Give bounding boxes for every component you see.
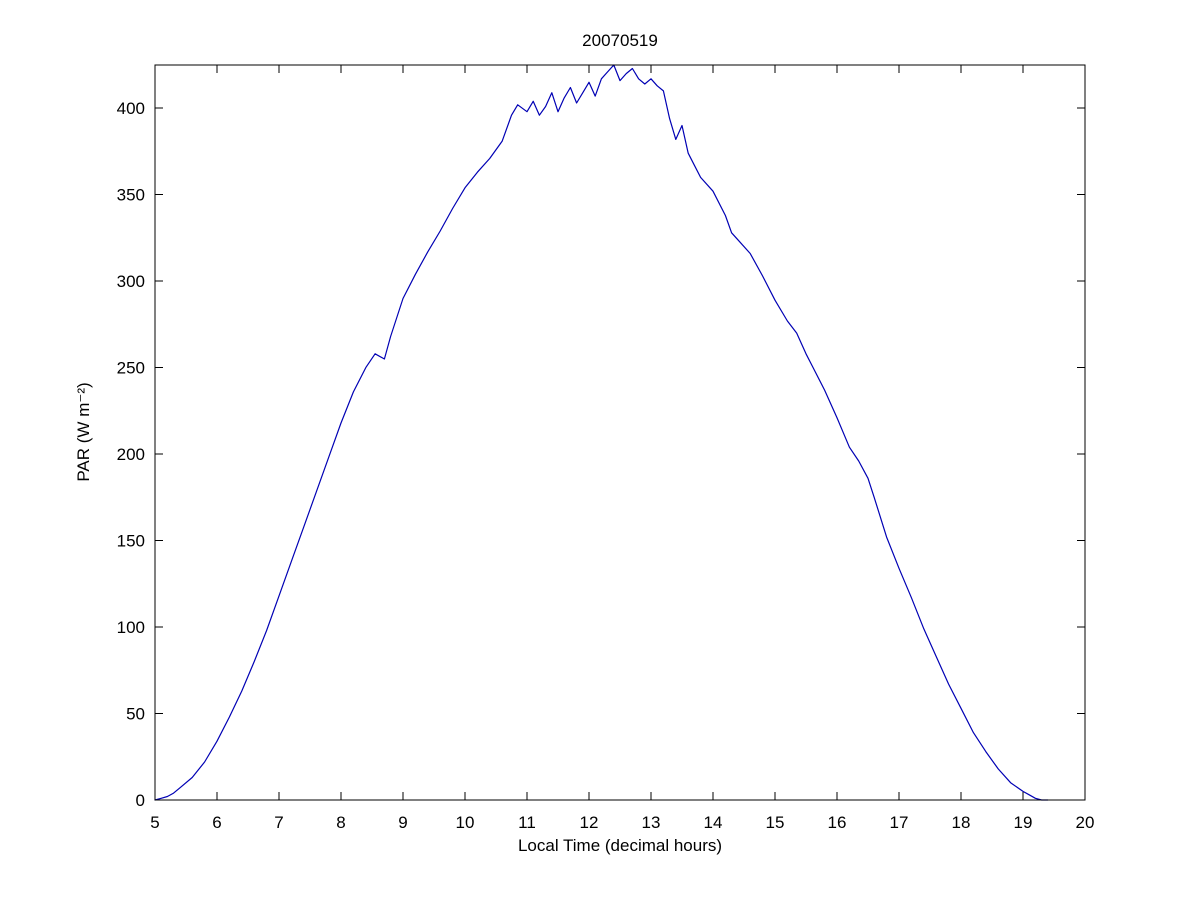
y-tick-label: 150 [117, 532, 145, 551]
y-tick-label: 0 [136, 791, 145, 810]
x-tick-label: 20 [1076, 813, 1095, 832]
chart-title: 20070519 [582, 31, 658, 50]
x-tick-label: 11 [518, 813, 536, 832]
y-tick-label: 350 [117, 186, 145, 205]
x-tick-label: 10 [456, 813, 475, 832]
y-tick-label: 200 [117, 445, 145, 464]
x-tick-label: 7 [274, 813, 283, 832]
x-tick-label: 13 [642, 813, 661, 832]
y-tick-label: 50 [126, 705, 145, 724]
x-axis-label: Local Time (decimal hours) [517, 836, 723, 855]
y-tick-label: 250 [117, 359, 145, 378]
x-tick-label: 15 [766, 813, 785, 832]
x-tick-label: 5 [150, 813, 159, 832]
axes-box [154, 64, 1086, 801]
x-tick-label: 18 [952, 813, 971, 832]
x-tick-label: 16 [828, 813, 847, 832]
x-tick-label: 12 [580, 813, 599, 832]
x-tick-label: 8 [336, 813, 345, 832]
y-tick-label: 400 [117, 99, 145, 118]
data-line [154, 64, 1049, 801]
x-tick-label: 17 [890, 813, 909, 832]
x-tick-label: 14 [704, 813, 723, 832]
y-axis-label: PAR (W m⁻²) [74, 382, 93, 482]
x-tick-label: 6 [212, 813, 221, 832]
x-tick-label: 19 [1014, 813, 1033, 832]
y-tick-label: 100 [117, 618, 145, 637]
y-tick-label: 300 [117, 272, 145, 291]
x-tick-label: 9 [398, 813, 407, 832]
